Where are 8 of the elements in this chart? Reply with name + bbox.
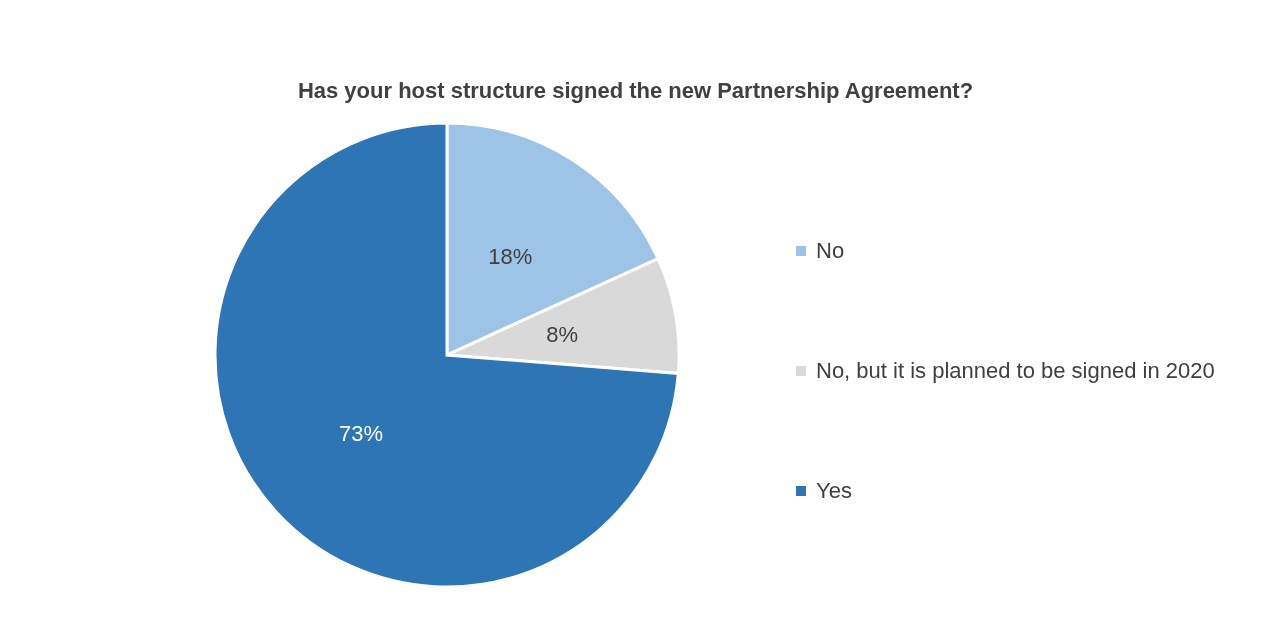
legend-label: No, but it is planned to be signed in 2020 (816, 358, 1215, 383)
legend-label: Yes (816, 478, 852, 503)
data-label: 8% (546, 321, 579, 347)
pie-slice (213, 121, 680, 589)
data-label: 18% (488, 243, 533, 269)
chart-title: Has your host structure signed the new Partnership Agreement? (297, 78, 974, 103)
data-label: 73% (339, 421, 384, 447)
legend-label: No (816, 238, 845, 263)
